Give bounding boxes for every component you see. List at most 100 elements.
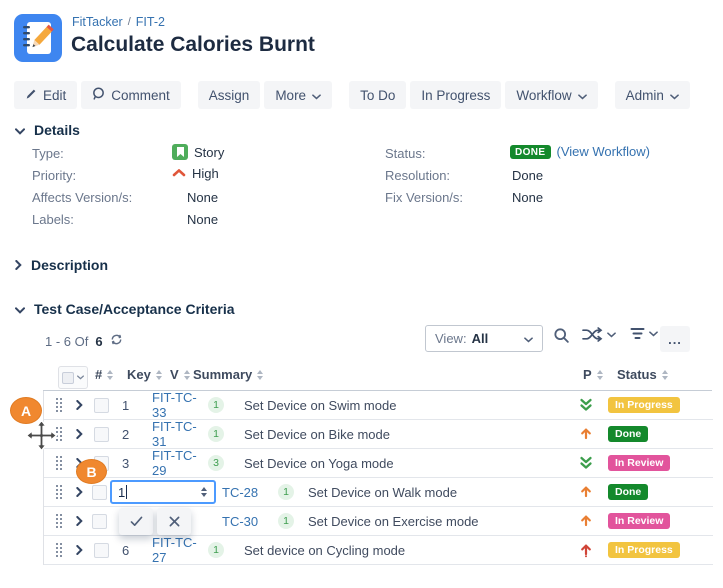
expand-chevron-icon[interactable]: [70, 429, 88, 439]
testcase-summary: Set Device on Swim mode: [244, 397, 397, 413]
comment-button[interactable]: Comment: [81, 81, 181, 109]
chevron-down-icon: [15, 123, 25, 138]
priority-high-icon: [571, 514, 601, 529]
version-badge: 1: [208, 426, 224, 442]
move-cursor-icon: [25, 419, 58, 455]
row-checkbox[interactable]: [88, 397, 114, 413]
testcase-key-link[interactable]: TC-30: [222, 513, 259, 529]
admin-button[interactable]: Admin: [614, 81, 690, 109]
version-badge: 1: [208, 397, 224, 413]
row-number-input[interactable]: 1: [110, 480, 216, 504]
status-cell: In Progress: [601, 542, 713, 558]
row-number: 3: [122, 455, 130, 471]
row-checkbox[interactable]: [88, 484, 110, 500]
spinner-down-icon[interactable]: [201, 493, 207, 497]
assign-button[interactable]: Assign: [197, 81, 261, 109]
field-label: Status:: [385, 146, 426, 161]
row-checkbox[interactable]: [88, 513, 110, 529]
select-all-checkbox[interactable]: [62, 371, 74, 384]
search-icon[interactable]: [553, 327, 570, 344]
row-checkbox[interactable]: [88, 426, 114, 442]
priority-lowest-icon: [571, 456, 601, 470]
status-lozenge: DONE: [510, 144, 551, 159]
select-all-checkbox-dropdown[interactable]: [58, 366, 88, 389]
status-cell: Done: [601, 484, 713, 500]
more-button[interactable]: More: [264, 81, 333, 109]
view-dropdown[interactable]: View: All: [425, 325, 543, 352]
version-badge: 1: [278, 484, 294, 500]
chevron-down-icon: [577, 88, 587, 103]
version-cell: 1: [271, 484, 301, 500]
field-label: Fix Version/s:: [385, 190, 464, 205]
fix-version-value: None: [512, 190, 544, 205]
table-header-divider: [43, 390, 712, 391]
expand-chevron-icon[interactable]: [70, 545, 88, 555]
version-cell: 1: [201, 542, 231, 558]
view-workflow-link[interactable]: (View Workflow): [556, 144, 650, 159]
expand-chevron-icon[interactable]: [70, 516, 88, 526]
status-badge[interactable]: In Review: [608, 513, 671, 529]
field-label: Affects Version/s:: [32, 190, 133, 205]
column-header-priority[interactable]: P: [583, 367, 603, 382]
column-header-num[interactable]: #: [95, 367, 114, 382]
pencil-icon: [25, 88, 37, 103]
column-header-summary[interactable]: Summary: [193, 367, 264, 382]
number-spinner[interactable]: [194, 487, 214, 497]
status-badge[interactable]: In Progress: [608, 542, 680, 558]
annotation-b: B: [76, 459, 107, 484]
sort-icon: [107, 369, 114, 380]
column-header-key[interactable]: Key: [127, 367, 162, 382]
details-section-toggle[interactable]: Details: [15, 122, 80, 138]
status-badge[interactable]: Done: [608, 426, 649, 442]
version-cell: 1: [201, 397, 231, 413]
testcase-key-link[interactable]: FIT-TC-29: [152, 448, 197, 478]
chevron-down-icon: [649, 330, 658, 336]
version-badge: 3: [208, 455, 224, 471]
breadcrumb-project-link[interactable]: FitTacker: [72, 15, 123, 29]
sort-icon: [596, 369, 603, 380]
table-row: 6 FIT-TC-27 1 Set device on Cycling mode…: [44, 535, 713, 565]
priority-high-icon: [571, 427, 601, 442]
confirm-button[interactable]: [119, 508, 153, 535]
comment-bubble-icon: [92, 87, 105, 103]
testcase-key-link[interactable]: FIT-TC-27: [152, 535, 197, 565]
priority-lowest-icon: [571, 398, 601, 412]
testcase-key-link[interactable]: FIT-TC-33: [152, 390, 197, 420]
status-cell: In Progress: [601, 397, 713, 413]
description-section-toggle[interactable]: Description: [15, 257, 108, 273]
spinner-up-icon[interactable]: [201, 487, 207, 491]
list-more-button[interactable]: ...: [660, 326, 690, 352]
testcase-key-link[interactable]: FIT-TC-31: [152, 419, 197, 449]
sort-icon: [257, 369, 264, 380]
row-number: 1: [122, 397, 130, 413]
in-progress-button[interactable]: In Progress: [410, 81, 502, 109]
check-icon: [130, 516, 142, 526]
column-header-version[interactable]: V: [170, 367, 190, 382]
sort-icon: [661, 369, 668, 380]
testcase-summary: Set Device on Bike mode: [244, 426, 390, 442]
priority-value: High: [172, 166, 219, 181]
status-badge[interactable]: In Progress: [608, 397, 680, 413]
testcase-key-link[interactable]: TC-28: [222, 484, 259, 500]
todo-button[interactable]: To Do: [349, 81, 407, 109]
filter-icon[interactable]: [630, 327, 658, 340]
edit-confirm-popup: [119, 508, 191, 535]
field-label: Priority:: [32, 168, 77, 183]
expand-chevron-icon[interactable]: [70, 487, 88, 497]
row-checkbox[interactable]: [88, 542, 114, 558]
column-header-status[interactable]: Status: [617, 367, 668, 382]
workflow-button[interactable]: Workflow: [505, 81, 598, 109]
issue-toolbar: Edit Comment Assign More To Do In Progre…: [14, 81, 690, 109]
table-row: 3 FIT-TC-29 3 Set Device on Yoga mode In…: [44, 448, 713, 478]
shuffle-icon[interactable]: [582, 327, 616, 342]
breadcrumb-issue-link[interactable]: FIT-2: [135, 15, 165, 29]
expand-chevron-icon[interactable]: [70, 400, 88, 410]
edit-button[interactable]: Edit: [14, 81, 78, 109]
priority-high-icon: [172, 166, 186, 181]
status-badge[interactable]: In Review: [608, 455, 671, 471]
testcase-section-toggle[interactable]: Test Case/Acceptance Criteria: [15, 301, 235, 317]
refresh-icon[interactable]: [110, 333, 123, 349]
cancel-button[interactable]: [157, 508, 191, 535]
status-badge[interactable]: Done: [608, 484, 649, 500]
chevron-down-icon: [670, 88, 679, 103]
